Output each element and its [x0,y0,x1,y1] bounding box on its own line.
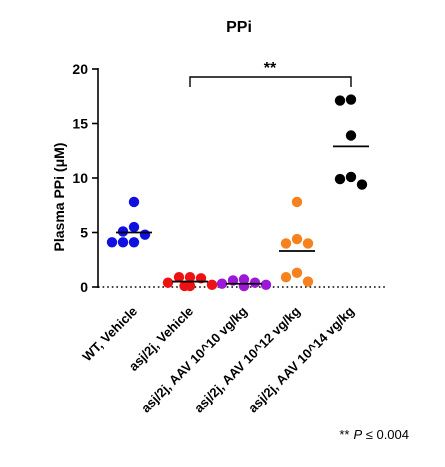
y-axis-label: Plasma PPi (μM) [51,143,67,252]
data-point [117,237,129,248]
data-point [184,280,196,292]
data-points [106,94,368,292]
data-point [249,277,261,288]
data-point [238,280,250,292]
x-tick-label: asj/2j, AAV 10^12 vg/kg [191,303,303,415]
data-point [173,271,185,283]
data-point [128,237,140,248]
data-point [128,221,140,233]
data-point [280,238,292,249]
data-point [139,229,151,240]
data-point [356,179,368,190]
data-point [345,171,357,183]
data-point [302,238,314,249]
y-tick-label: 15 [72,116,88,132]
data-point [280,271,292,283]
significance-bracket [189,76,352,87]
data-point [206,279,218,291]
data-point [334,173,346,185]
data-point [260,279,272,291]
x-tick-label: WT, Vehicle [79,304,140,365]
y-tick-label: 0 [80,279,88,295]
y-axis: 0 5 10 15 20 [72,61,99,295]
footnote-threshold: ≤ 0.004 [362,427,409,442]
data-point [216,278,228,289]
significance-bracket-label: ** [264,60,277,77]
p-value-footnote: ** P ≤ 0.004 [339,427,409,442]
data-point [162,277,174,288]
data-point [291,196,303,208]
data-point [302,276,314,287]
x-tick-label: asj/2j, AAV 10^10 vg/kg [138,303,250,415]
footnote-stars: ** [339,427,349,442]
data-point [128,196,140,208]
significance-bracket-line [189,76,352,87]
y-tick-label: 5 [80,225,88,241]
chart-title: PPi [226,19,252,36]
data-point [106,237,118,248]
data-point [334,95,346,106]
data-point [117,226,129,237]
footnote-p-symbol: P [353,427,362,442]
x-tick-label: asj/2j, AAV 10^14 vg/kg [245,303,357,415]
mean-lines [116,145,369,285]
data-point [184,271,196,283]
data-point [291,267,303,279]
y-tick-label: 20 [72,61,88,77]
data-point [345,94,357,105]
y-tick-label: 10 [72,170,88,186]
data-point [345,130,357,141]
data-point [291,233,303,245]
